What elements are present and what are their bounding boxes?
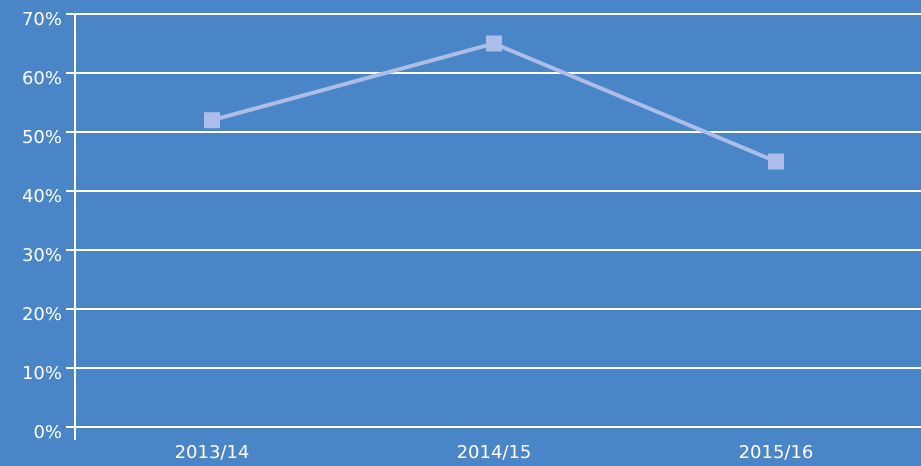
- y-tick-label: 0%: [33, 422, 62, 443]
- marker: [486, 35, 502, 52]
- x-tick-label: 2013/14: [175, 442, 250, 463]
- x-tick-label: 2014/15: [457, 442, 532, 463]
- y-tick-label: 70%: [22, 9, 62, 30]
- marker: [768, 153, 784, 170]
- y-tick-label: 30%: [22, 245, 62, 266]
- marker: [204, 112, 220, 129]
- y-tick-label: 50%: [22, 127, 62, 148]
- x-tick-label: 2015/16: [739, 442, 814, 463]
- y-tick-label: 10%: [22, 363, 62, 384]
- y-tick-label: 40%: [22, 186, 62, 207]
- y-tick-label: 60%: [22, 68, 62, 89]
- y-tick-label: 20%: [22, 304, 62, 325]
